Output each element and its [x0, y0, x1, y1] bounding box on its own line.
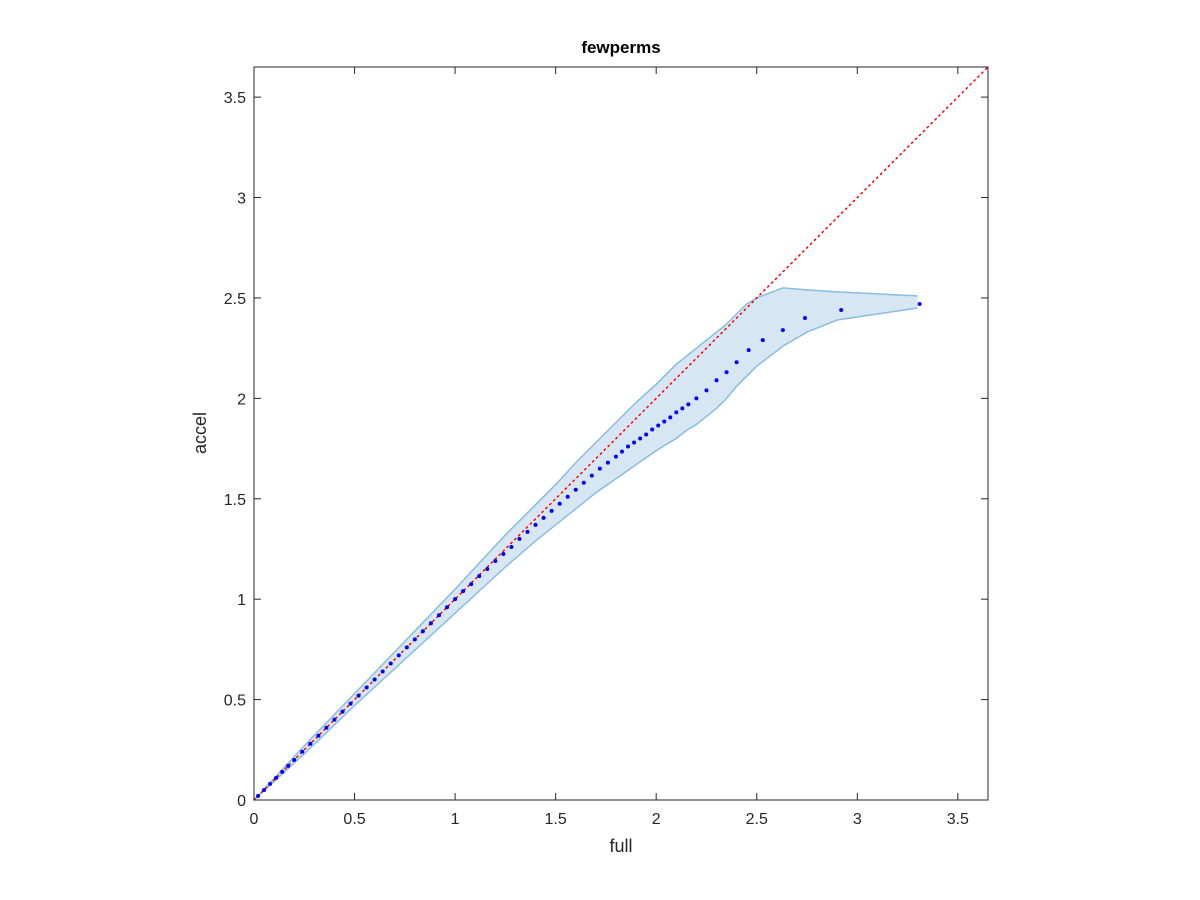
data-point — [839, 307, 844, 312]
identity-line — [253, 66, 989, 801]
data-point — [380, 669, 385, 674]
data-point — [605, 460, 610, 465]
data-point — [356, 693, 361, 698]
data-point — [541, 515, 546, 520]
data-point — [533, 522, 538, 527]
data-point — [780, 328, 785, 333]
data-point — [632, 440, 637, 445]
data-point — [734, 360, 739, 365]
data-point — [557, 501, 562, 506]
data-point — [308, 741, 313, 746]
y-tick-label: 1.5 — [224, 492, 246, 509]
data-point — [445, 605, 450, 610]
y-tick-label: 1 — [237, 592, 246, 609]
data-point — [324, 725, 329, 730]
data-point — [549, 508, 554, 513]
data-point — [589, 473, 594, 478]
data-point — [656, 423, 661, 428]
x-tick-label: 1 — [451, 811, 460, 828]
data-point — [274, 775, 279, 780]
axes-box — [253, 66, 989, 801]
data-point — [597, 466, 602, 471]
data-point — [412, 637, 417, 642]
data-point — [613, 454, 618, 459]
data-point — [332, 717, 337, 722]
data-points — [256, 301, 922, 798]
y-axis-ticks: 0 0.5 1 1.5 2 2.5 3 3.5 — [224, 90, 988, 810]
data-point — [626, 444, 631, 449]
data-point — [724, 370, 729, 375]
y-tick-label: 0.5 — [224, 693, 246, 710]
data-point — [581, 480, 586, 485]
data-point — [803, 316, 808, 321]
band-upper-edge — [253, 287, 918, 801]
y-tick-label: 2.5 — [224, 291, 246, 308]
data-point — [469, 582, 474, 587]
x-axis-ticks: 0 0.5 1 1.5 2 2.5 3 3.5 — [250, 67, 969, 828]
data-point — [280, 769, 285, 774]
data-point — [650, 427, 655, 432]
data-point — [565, 494, 570, 499]
data-point — [493, 559, 498, 564]
data-point — [428, 621, 433, 626]
x-tick-label: 3 — [853, 811, 862, 828]
data-point — [316, 733, 321, 738]
data-point — [292, 757, 297, 762]
y-tick-label: 3 — [237, 191, 246, 208]
data-point — [573, 487, 578, 492]
data-point — [694, 396, 699, 401]
band-lower-edge — [253, 307, 918, 801]
data-point — [485, 567, 490, 572]
data-point — [268, 781, 273, 786]
data-point — [662, 419, 667, 424]
x-tick-label: 1.5 — [545, 811, 567, 828]
data-point — [437, 613, 442, 618]
data-point — [668, 415, 673, 420]
reference-line — [253, 66, 989, 801]
data-point — [746, 348, 751, 353]
y-tick-label: 0 — [237, 793, 246, 810]
data-point — [396, 653, 401, 658]
data-point — [256, 793, 261, 798]
data-point — [674, 410, 679, 415]
y-tick-label: 3.5 — [224, 90, 246, 107]
data-point — [714, 378, 719, 383]
data-point — [517, 536, 522, 541]
data-point — [420, 629, 425, 634]
data-point — [372, 677, 377, 682]
data-point — [388, 661, 393, 666]
data-point — [461, 589, 466, 594]
data-point — [525, 529, 530, 534]
x-tick-label: 2 — [652, 811, 661, 828]
x-axis-label: full — [609, 836, 632, 856]
data-point — [501, 551, 506, 556]
data-point — [300, 749, 305, 754]
data-point — [364, 685, 369, 690]
x-tick-label: 0.5 — [343, 811, 365, 828]
data-point — [644, 432, 649, 437]
data-point — [509, 544, 514, 549]
data-point — [262, 787, 267, 792]
data-point — [286, 763, 291, 768]
data-point — [760, 338, 765, 343]
x-tick-label: 0 — [250, 811, 259, 828]
chart-title: fewperms — [581, 38, 660, 57]
x-tick-label: 3.5 — [947, 811, 969, 828]
data-point — [917, 301, 922, 306]
data-point — [704, 388, 709, 393]
data-point — [638, 436, 643, 441]
data-point — [453, 597, 458, 602]
data-point — [340, 709, 345, 714]
confidence-band — [253, 287, 918, 801]
y-tick-label: 2 — [237, 391, 246, 408]
data-point — [620, 449, 625, 454]
data-point — [680, 406, 685, 411]
y-axis-label: accel — [190, 412, 210, 454]
data-point — [686, 402, 691, 407]
data-point — [404, 645, 409, 650]
data-point — [348, 701, 353, 706]
x-tick-label: 2.5 — [746, 811, 768, 828]
data-point — [477, 574, 482, 579]
